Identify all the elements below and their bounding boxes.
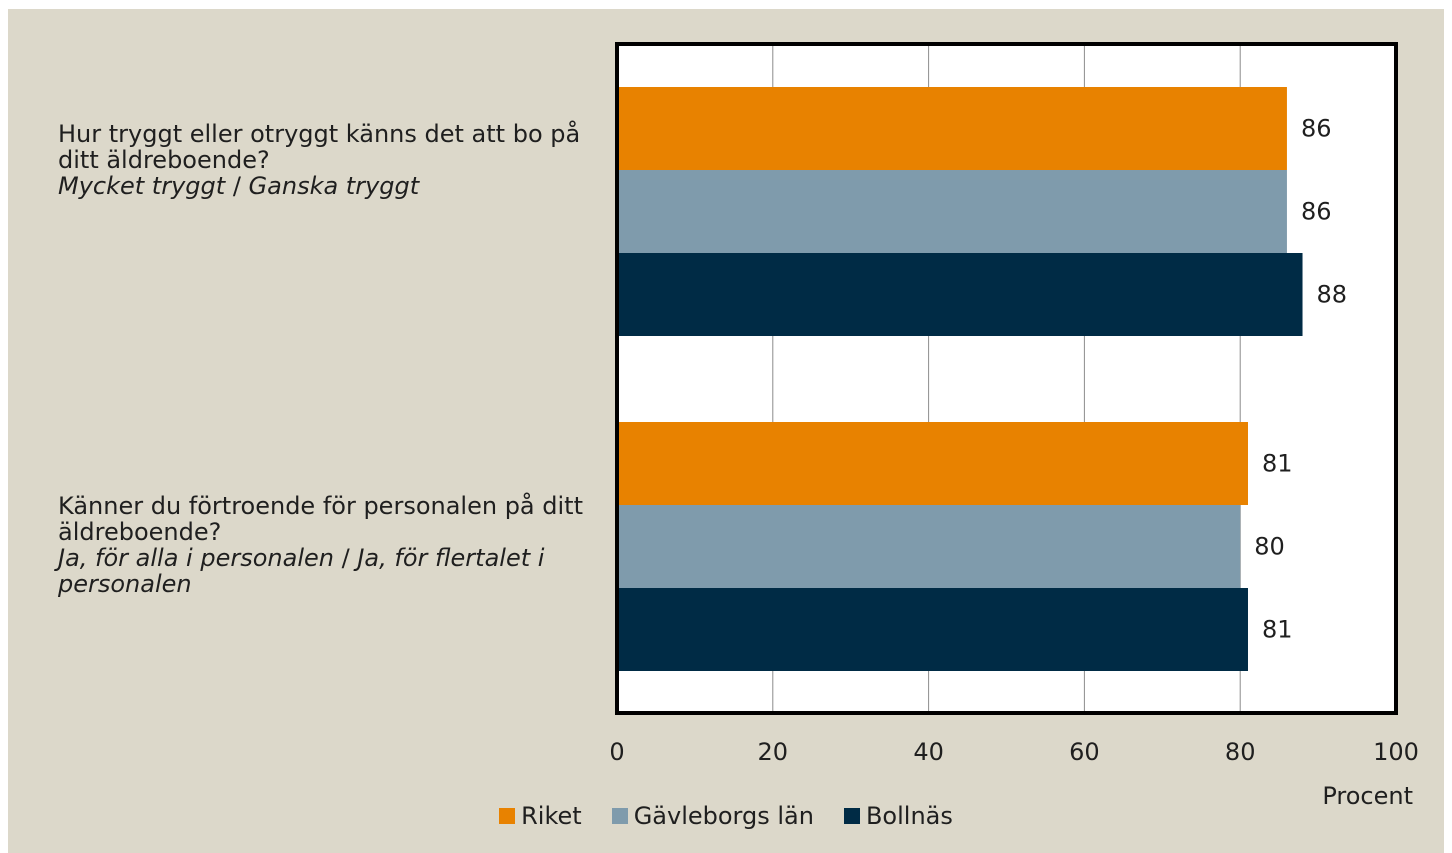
answer-part: Mycket tryggt xyxy=(58,172,226,200)
legend-item-gavleborgs-lan: Gävleborgs län xyxy=(611,802,814,830)
data-label: 81 xyxy=(1262,616,1293,644)
category-question-2: Känner du förtroende för personalen på d… xyxy=(58,492,583,546)
answer-part: Ganska tryggt xyxy=(248,172,420,200)
x-tick-label: 20 xyxy=(758,738,789,766)
legend-swatch-gavleborgs-lan xyxy=(611,808,628,824)
x-axis-label: Procent xyxy=(1322,782,1413,810)
legend-swatch-riket xyxy=(499,808,516,824)
category-label-2: Känner du förtroende för personalen på d… xyxy=(58,493,598,597)
bar xyxy=(617,588,1248,671)
x-tick-label: 80 xyxy=(1225,738,1256,766)
plot-frame xyxy=(615,42,1398,715)
legend: Riket Gävleborgs län Bollnäs xyxy=(0,802,1452,830)
legend-label-bollnas: Bollnäs xyxy=(865,802,953,830)
answer-separator: / xyxy=(341,544,350,572)
category-question-1: Hur tryggt eller otryggt känns det att b… xyxy=(58,120,581,174)
legend-label-gavleborgs-lan: Gävleborgs län xyxy=(633,802,814,830)
bar xyxy=(617,253,1303,336)
legend-swatch-bollnas xyxy=(843,808,860,824)
bar xyxy=(617,170,1287,253)
category-label-1: Hur tryggt eller otryggt känns det att b… xyxy=(58,121,618,199)
data-label: 86 xyxy=(1301,115,1332,143)
legend-item-bollnas: Bollnäs xyxy=(843,802,953,830)
data-label: 80 xyxy=(1254,533,1285,561)
x-tick-label: 0 xyxy=(609,738,624,766)
category-answer-1: Mycket tryggt / Ganska tryggt xyxy=(58,173,618,199)
x-tick-label: 100 xyxy=(1373,738,1419,766)
x-tick-label: 40 xyxy=(913,738,944,766)
answer-part: Ja, för flertalet i personalen xyxy=(58,544,545,598)
bar xyxy=(617,505,1241,588)
data-label: 88 xyxy=(1317,281,1348,309)
answer-part: Ja, för alla i personalen xyxy=(58,544,334,572)
bar xyxy=(617,87,1287,170)
data-label: 81 xyxy=(1262,450,1293,478)
data-label: 86 xyxy=(1301,198,1332,226)
category-answer-2: Ja, för alla i personalen / Ja, för fler… xyxy=(58,545,598,597)
bar xyxy=(617,422,1248,505)
legend-item-riket: Riket xyxy=(499,802,582,830)
legend-label-riket: Riket xyxy=(521,802,582,830)
x-tick-label: 60 xyxy=(1069,738,1100,766)
answer-separator: / xyxy=(232,172,241,200)
